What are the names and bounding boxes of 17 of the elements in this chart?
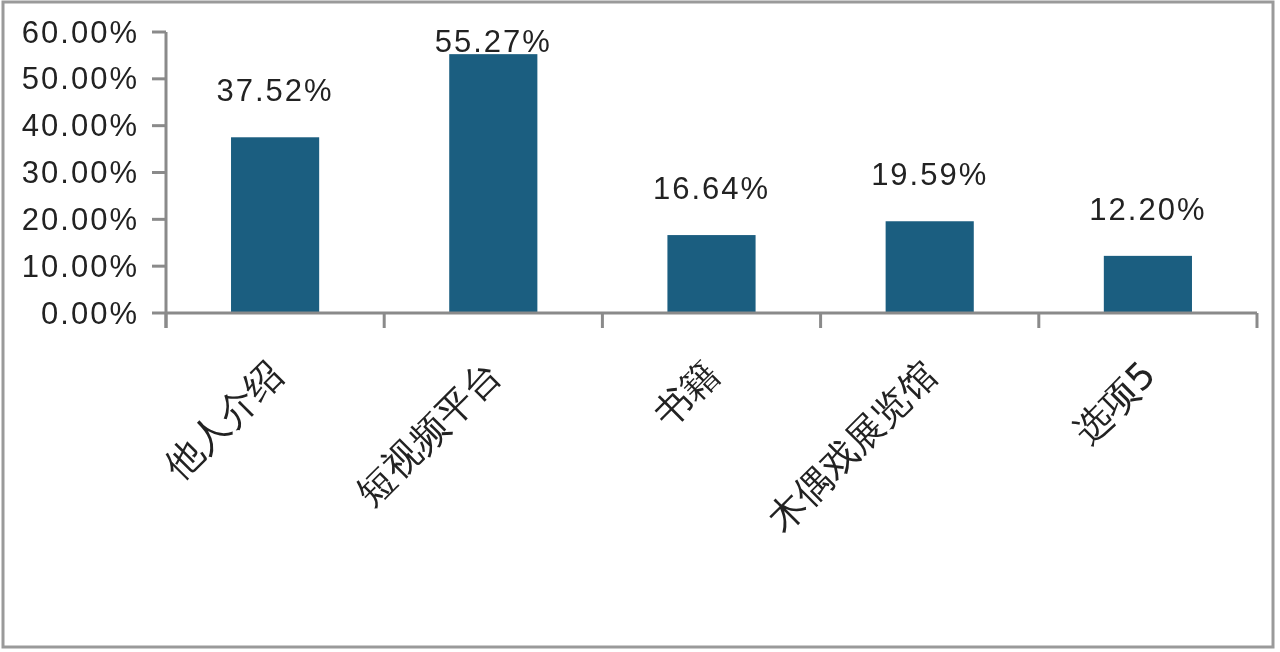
x-tick-label: 短视频平台 <box>348 352 510 515</box>
data-label: 55.27% <box>434 24 552 59</box>
data-label: 19.59% <box>871 157 989 193</box>
x-tick-label: 他人介绍 <box>156 352 292 488</box>
x-tick-label: 选项5 <box>1064 352 1165 453</box>
y-tick-label: 60.00% <box>21 14 139 50</box>
y-tick-label: 20.00% <box>21 201 139 237</box>
y-tick-label: 50.00% <box>21 61 139 97</box>
x-tick-label: 木偶戏展览馆 <box>758 352 946 541</box>
y-tick-label: 30.00% <box>21 155 139 190</box>
x-tick-label: 书籍 <box>644 352 728 436</box>
data-label: 12.20% <box>1089 191 1207 227</box>
y-tick-label: 0.00% <box>41 295 139 331</box>
data-label: 37.52% <box>216 73 334 109</box>
data-label: 16.64% <box>652 171 771 207</box>
y-tick-label: 40.00% <box>21 108 139 144</box>
y-tick-label: 10.00% <box>21 248 139 284</box>
